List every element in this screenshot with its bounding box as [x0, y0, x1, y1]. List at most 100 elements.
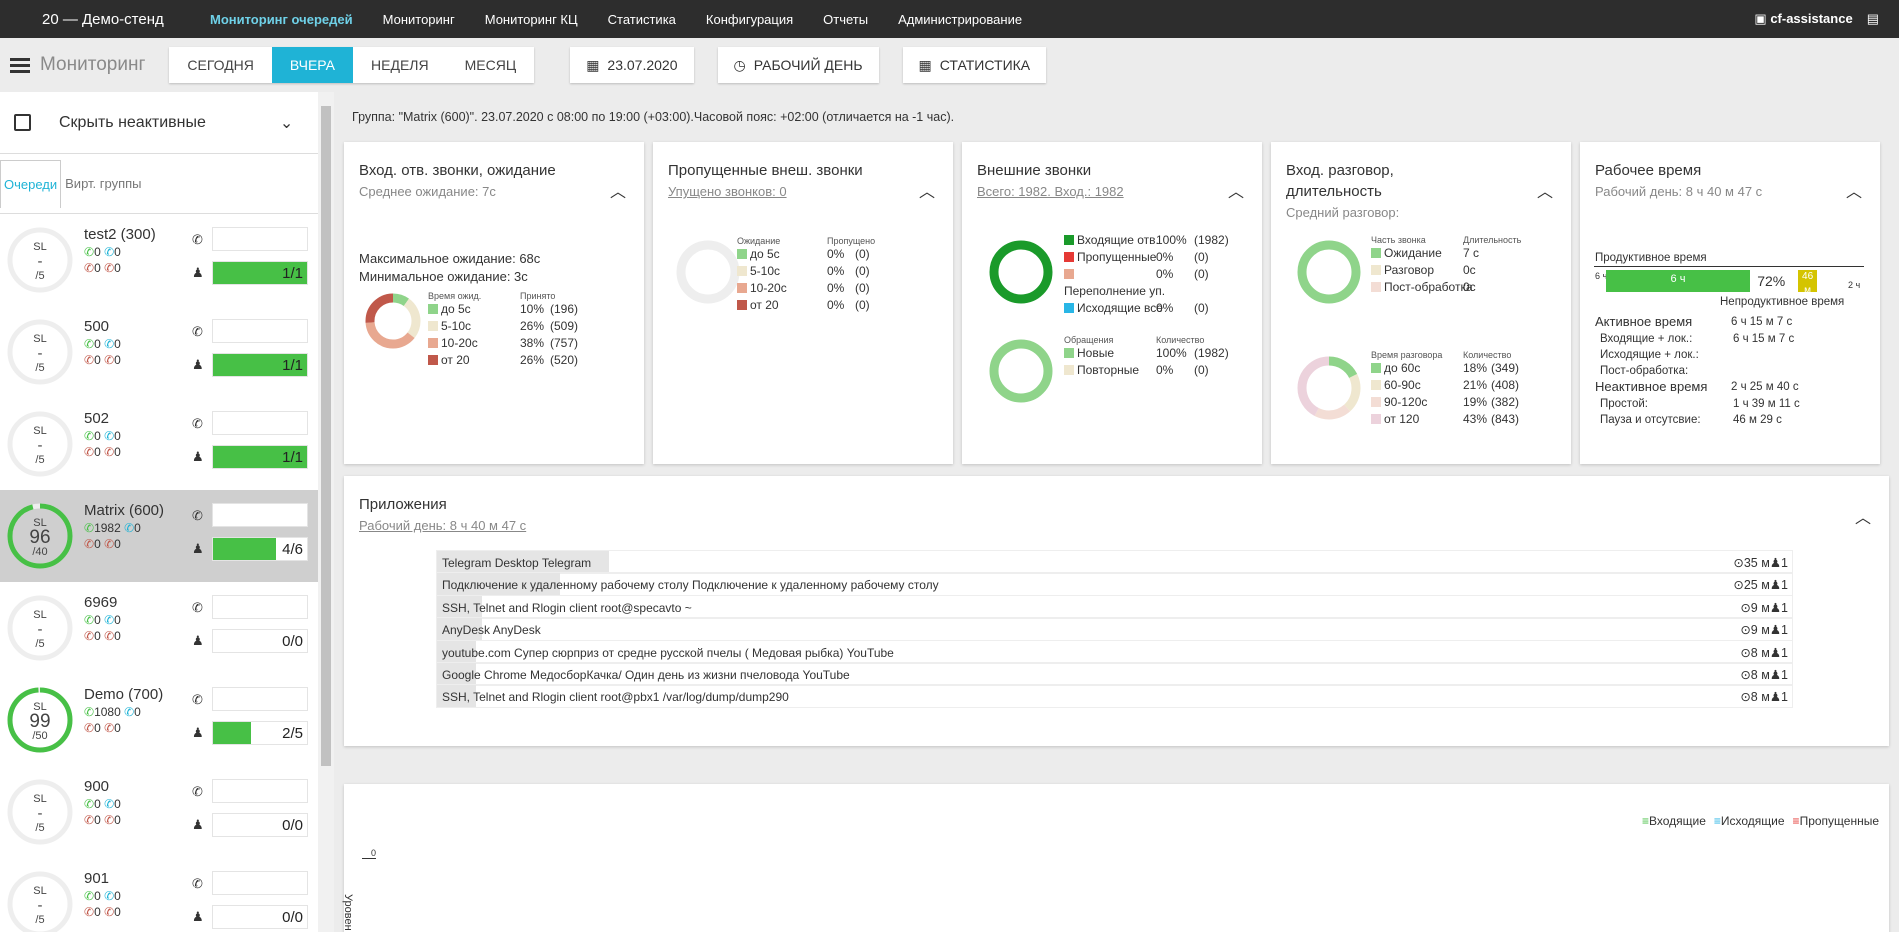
phone-icon: ✆	[192, 324, 203, 339]
phone-icon: ✆	[192, 876, 203, 891]
collapse-icon[interactable]: ︿	[1854, 510, 1871, 527]
stand-selector[interactable]: 20 — Демо-стенд	[42, 10, 164, 28]
hide-inactive-toggle[interactable]: Скрыть неактивные ⌄	[0, 92, 318, 154]
queue-item[interactable]: SL -/5 502 ✆0 ✆0 ✆0 ✆0 ✆ ♟ 1/1	[0, 398, 318, 490]
legend-count: (1982)	[1194, 233, 1229, 247]
legend-header-value: Длительность	[1463, 235, 1522, 245]
agents-bar: 1/1	[212, 353, 308, 377]
legend-count: (0)	[855, 298, 870, 312]
missed-counters: ✆0 ✆0	[84, 537, 121, 551]
menu-reports[interactable]: Отчеты	[823, 11, 869, 27]
inactive-time-label: Неактивное время	[1595, 379, 1708, 394]
collapse-icon[interactable]: ︿	[1845, 184, 1862, 201]
chat-icon[interactable]: ▤	[1866, 11, 1879, 26]
legend-value: 19%	[1463, 395, 1488, 409]
y-axis-label: Уровен	[342, 894, 354, 931]
workday-button[interactable]: ◷ РАБОЧИЙ ДЕНЬ	[717, 47, 879, 83]
chevron-down-icon[interactable]: ⌄	[279, 114, 294, 132]
legend-lines-icon: ≡	[1641, 814, 1649, 828]
legend-swatch	[1064, 365, 1074, 375]
app-title: SSH, Telnet and Rlogin client root@pbx1 …	[442, 690, 789, 705]
queue-item[interactable]: SL 99/50 Demo (700) ✆1080 ✆0 ✆0 ✆0 ✆ ♟ 2/5	[0, 674, 318, 766]
legend-header: Время ожид. Принято	[428, 288, 555, 301]
app-row[interactable]: AnyDesk AnyDesk ⊙9 м♟1	[436, 617, 1793, 642]
call-counters: ✆0 ✆0	[84, 337, 121, 351]
menu-configuration[interactable]: Конфигурация	[705, 11, 794, 27]
legend-swatch	[1371, 282, 1381, 292]
period-week-button[interactable]: НЕДЕЛЯ	[371, 57, 429, 73]
user-menu[interactable]: ▣ cf-assistance	[1754, 11, 1852, 27]
legend-swatch	[1371, 363, 1381, 373]
app-row[interactable]: Подключение к удаленному рабочему столу …	[436, 572, 1793, 597]
queue-item[interactable]: SL 96/40 Matrix (600) ✆1982 ✆0 ✆0 ✆0 ✆ ♟ 4/6	[0, 490, 318, 582]
hamburger-menu-icon[interactable]	[10, 55, 30, 76]
calls-bar	[212, 595, 308, 619]
talk-time-donut	[1297, 356, 1361, 420]
legend-label: Разговор	[1384, 263, 1435, 277]
chart-legend-item[interactable]: ≡Пропущенные	[1793, 814, 1879, 828]
phone-icon: ✆	[192, 416, 203, 431]
app-row[interactable]: Telegram Desktop Telegram ⊙35 м♟1	[436, 550, 1793, 574]
agents-count: 1/1	[282, 265, 303, 282]
donut-slice	[365, 293, 421, 349]
app-row[interactable]: SSH, Telnet and Rlogin client root@speca…	[436, 594, 1793, 619]
hide-inactive-checkbox[interactable]	[14, 114, 31, 131]
legend-value: 0с	[1463, 280, 1476, 294]
callback-icon: ✆	[104, 353, 115, 367]
calls-bar	[212, 779, 308, 803]
callback-icon: ✆	[104, 445, 115, 459]
period-month-button[interactable]: МЕСЯЦ	[464, 57, 517, 73]
collapse-icon[interactable]: ︿	[1227, 184, 1244, 201]
clock-icon: ⊙	[1740, 690, 1751, 705]
agents-bar: 0/0	[212, 629, 308, 653]
legend-label: Новые	[1077, 346, 1115, 360]
menu-statistics[interactable]: Статистика	[607, 11, 676, 27]
outgoing-count: 0	[134, 705, 141, 719]
tab-queues[interactable]: Очереди	[0, 159, 62, 208]
collapse-icon[interactable]: ︿	[1536, 184, 1553, 201]
legend-row: 10-20с 38% (757)	[428, 335, 578, 352]
collapse-icon[interactable]: ︿	[609, 184, 626, 201]
toolbar: Мониторинг СЕГОДНЯ ВЧЕРА НЕДЕЛЯ МЕСЯЦ ▦ 2…	[0, 38, 1899, 92]
menu-monitoring[interactable]: Мониторинг	[382, 11, 455, 27]
queue-item[interactable]: SL -/5 901 ✆0 ✆0 ✆0 ✆0 ✆ ♟ 0/0	[0, 858, 318, 932]
statistics-button[interactable]: ▦ СТАТИСТИКА	[902, 47, 1047, 83]
scrollbar-thumb[interactable]	[321, 106, 331, 766]
legend-count: (0)	[855, 281, 870, 295]
chart-legend-item[interactable]: ≡Исходящие	[1714, 814, 1785, 828]
chart-legend-item[interactable]: ≡Входящие	[1642, 814, 1706, 828]
phone-icon: ✆	[192, 784, 203, 799]
menu-queue-monitoring[interactable]: Мониторинг очередей	[210, 11, 353, 27]
agents-count: 2/5	[282, 725, 303, 742]
callback-icon: ✆	[104, 905, 115, 919]
app-row[interactable]: youtube.com Супер сюрприз от средне русс…	[436, 639, 1793, 664]
legend-label: 5-10с	[750, 264, 781, 278]
legend-label: Исходящие	[1720, 814, 1785, 828]
incoming-lok-value: 6 ч 15 м 7 с	[1733, 333, 1795, 345]
legend-count: (509)	[550, 319, 579, 333]
period-today-button[interactable]: СЕГОДНЯ	[187, 57, 254, 73]
productive-percent: 72%	[1757, 273, 1786, 289]
queue-item[interactable]: SL -/5 6969 ✆0 ✆0 ✆0 ✆0 ✆ ♟ 0/0	[0, 582, 318, 674]
period-yesterday-button[interactable]: ВЧЕРА	[271, 47, 354, 83]
sidebar-scrollbar[interactable]	[318, 92, 334, 932]
legend-label: 10-20с	[750, 281, 787, 295]
legend-label: 10-20с	[441, 336, 478, 350]
legend-value: 0%	[827, 298, 845, 312]
tab-virtual-groups[interactable]: Вирт. группы	[65, 176, 142, 191]
app-row[interactable]: SSH, Telnet and Rlogin client root@pbx1 …	[436, 684, 1793, 709]
menu-kc-monitoring[interactable]: Мониторинг КЦ	[484, 11, 578, 27]
card-title: Вход. разговор, длительность	[1286, 162, 1394, 200]
queue-item[interactable]: SL -/5 test2 (300) ✆0 ✆0 ✆0 ✆0 ✆ ♟ 1/1	[0, 214, 318, 306]
menu-administration[interactable]: Администрирование	[898, 11, 1023, 27]
sl-value: -	[37, 621, 43, 638]
collapse-icon[interactable]: ︿	[918, 184, 935, 201]
app-time: 35 м	[1743, 556, 1770, 570]
outgoing-call-icon: ✆	[104, 429, 115, 443]
app-row[interactable]: Google Chrome МедосборКачка/ Один день и…	[436, 662, 1793, 686]
queue-item[interactable]: SL -/5 900 ✆0 ✆0 ✆0 ✆0 ✆ ♟ 0/0	[0, 766, 318, 858]
incoming-count: 1080	[94, 705, 121, 719]
queue-item[interactable]: SL -/5 500 ✆0 ✆0 ✆0 ✆0 ✆ ♟ 1/1	[0, 306, 318, 398]
legend-value: 0с	[1463, 263, 1476, 277]
date-picker-button[interactable]: ▦ 23.07.2020	[570, 47, 694, 83]
